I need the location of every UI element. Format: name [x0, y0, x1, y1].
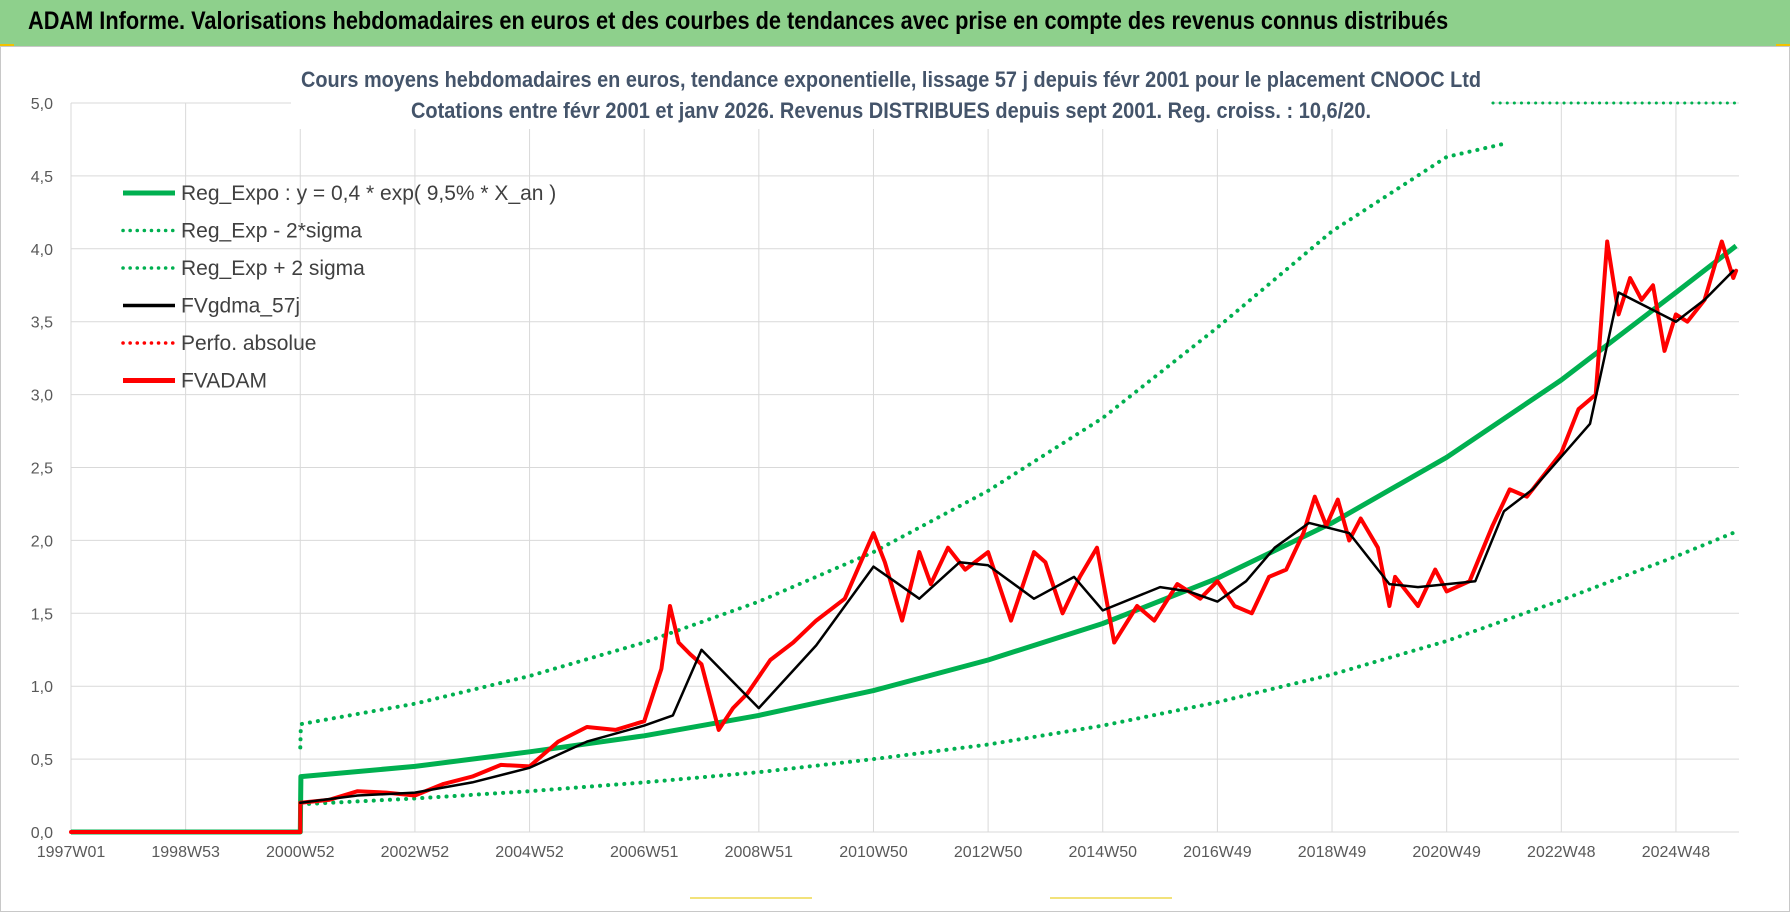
x-tick-label: 2018W49 — [1298, 844, 1367, 861]
x-tick-label: 2008W51 — [725, 844, 794, 861]
y-tick-label: 3,0 — [31, 388, 53, 405]
legend-label: FVgdma_57j — [181, 295, 300, 318]
x-tick-label: 1997W01 — [37, 844, 106, 861]
chart-gridlines — [70, 102, 1739, 833]
legend-label: FVADAM — [181, 370, 267, 393]
footer-marker-1 — [690, 897, 812, 899]
series-line-fvgdma-57j — [299, 269, 1735, 805]
footer-marker-2 — [1050, 897, 1172, 899]
y-tick-label: 3,5 — [31, 315, 53, 332]
series-line-fvadam — [69, 239, 1739, 834]
y-axis-ticks: 0,0 0,5 1,0 1,5 2,0 2,5 3,0 3,5 4,0 4,5 5,0 — [31, 96, 53, 842]
legend-label: Reg_Exp - 2*sigma — [181, 220, 362, 243]
page-title: ADAM Informe. Valorisations hebdomadaire… — [28, 7, 1449, 35]
legend-label: Reg_Exp + 2 sigma — [181, 257, 365, 280]
line-chart: 0,0 0,5 1,0 1,5 2,0 2,5 3,0 3,5 4,0 4,5 5,0 1997W0… — [31, 65, 1741, 861]
x-tick-label: 2012W50 — [954, 844, 1023, 861]
series-line-reg-exp-2-sigma — [298, 141, 1506, 750]
chart-legend: Reg_Expo : y = 0,4 * exp( 9,5% * X_an ) R… — [121, 182, 556, 393]
x-tick-label: 2004W52 — [495, 844, 564, 861]
y-tick-label: 1,5 — [31, 606, 53, 623]
x-tick-label: 2006W51 — [610, 844, 679, 861]
y-tick-label: 5,0 — [31, 96, 53, 113]
chart-area: 0,0 0,5 1,0 1,5 2,0 2,5 3,0 3,5 4,0 4,5 5,0 1997W0… — [0, 46, 1790, 912]
chart-title-line2: Cotations entre févr 2001 et janv 2026. … — [411, 98, 1371, 123]
x-tick-label: 2000W52 — [266, 844, 335, 861]
x-axis-ticks: 1997W01 1998W53 2000W52 2002W52 2004W52 2006W… — [37, 844, 1711, 861]
legend-label: Perfo. absolue — [181, 332, 316, 355]
x-tick-label: 2020W49 — [1412, 844, 1481, 861]
y-tick-label: 2,5 — [31, 461, 53, 478]
header-bar: ADAM Informe. Valorisations hebdomadaire… — [0, 0, 1790, 46]
x-tick-label: 2024W48 — [1642, 844, 1711, 861]
y-tick-label: 1,0 — [31, 679, 53, 696]
y-tick-label: 4,5 — [31, 169, 53, 186]
chart-series — [69, 101, 1741, 835]
chart-title-line1: Cours moyens hebdomadaires en euros, ten… — [301, 67, 1481, 92]
y-tick-label: 0,0 — [31, 825, 53, 842]
y-tick-label: 0,5 — [31, 752, 53, 769]
x-tick-label: 2002W52 — [381, 844, 450, 861]
x-tick-label: 1998W53 — [151, 844, 220, 861]
x-tick-label: 2010W50 — [839, 844, 908, 861]
legend-label: Reg_Expo : y = 0,4 * exp( 9,5% * X_an ) — [181, 182, 556, 205]
x-tick-label: 2016W49 — [1183, 844, 1252, 861]
series-line-reg-exp-2-sigma — [298, 529, 1739, 807]
x-tick-label: 2014W50 — [1069, 844, 1138, 861]
x-tick-label: 2022W48 — [1527, 844, 1596, 861]
title-background — [291, 65, 1491, 129]
y-tick-label: 2,0 — [31, 533, 53, 550]
y-tick-label: 4,0 — [31, 242, 53, 259]
series-line-reg-expo — [71, 243, 1738, 835]
